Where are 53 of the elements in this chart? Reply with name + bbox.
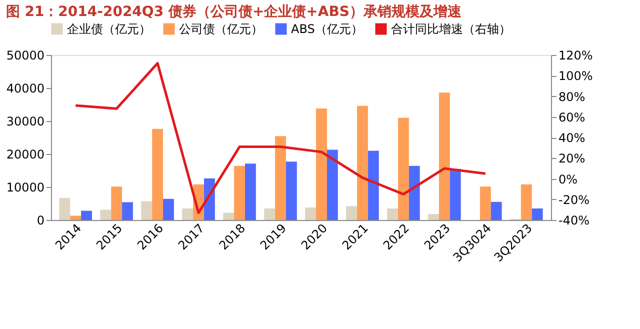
bar bbox=[81, 210, 92, 220]
y2-tick-label: -40% bbox=[558, 214, 590, 228]
bar bbox=[163, 198, 174, 220]
y-tick-label: 10000 bbox=[6, 180, 44, 194]
bar bbox=[244, 164, 256, 220]
bar bbox=[398, 118, 409, 220]
y-tick-label: 20000 bbox=[6, 148, 44, 162]
bar bbox=[357, 106, 368, 220]
bar bbox=[70, 216, 82, 220]
bar bbox=[141, 201, 152, 220]
bar bbox=[438, 92, 450, 220]
y2-tick-label: 100% bbox=[558, 69, 593, 84]
y2-tick-label: 20% bbox=[558, 152, 586, 166]
y-tick-label: 0 bbox=[36, 214, 44, 228]
bar bbox=[59, 198, 70, 220]
line-series bbox=[74, 62, 487, 214]
bar bbox=[368, 150, 379, 220]
bar bbox=[428, 214, 439, 220]
legend-label: 企业债（亿元） bbox=[67, 22, 151, 36]
bar bbox=[305, 207, 316, 220]
bar bbox=[532, 208, 543, 220]
bar bbox=[234, 166, 245, 220]
bar bbox=[122, 202, 133, 220]
bar bbox=[152, 128, 164, 220]
bar bbox=[111, 186, 122, 220]
bar bbox=[182, 208, 194, 220]
y2-tick-label: -20% bbox=[558, 192, 590, 207]
bar bbox=[223, 212, 234, 220]
y2-tick-label: 80% bbox=[558, 90, 586, 104]
y-tick-label: 30000 bbox=[6, 114, 44, 128]
legend-label: ABS（亿元） bbox=[291, 22, 363, 36]
chart-title: 图 21：2014-2024Q3 债券（公司债+企业债+ABS）承销规模及增速 bbox=[6, 4, 462, 20]
bar bbox=[408, 166, 420, 220]
bar bbox=[316, 108, 327, 220]
legend-label: 公司债（亿元） bbox=[179, 22, 263, 36]
bar bbox=[100, 210, 112, 220]
bar bbox=[286, 162, 297, 220]
y2-tick-label: 40% bbox=[558, 131, 586, 145]
legend-label: 合计同比增速（右轴） bbox=[391, 22, 511, 36]
bar bbox=[275, 136, 286, 220]
bar bbox=[264, 208, 276, 220]
bar bbox=[387, 208, 398, 220]
bar bbox=[480, 186, 491, 220]
bar bbox=[490, 202, 502, 220]
y2-tick-label: 120% bbox=[558, 48, 593, 62]
y2-tick-label: 0% bbox=[558, 172, 578, 186]
y-tick-label: 50000 bbox=[6, 48, 44, 62]
y-tick-label: 40000 bbox=[6, 82, 44, 96]
y2-tick-label: 60% bbox=[558, 110, 586, 124]
bar bbox=[520, 184, 532, 220]
bar bbox=[450, 168, 461, 220]
bar bbox=[346, 206, 358, 220]
bar bbox=[326, 150, 338, 220]
